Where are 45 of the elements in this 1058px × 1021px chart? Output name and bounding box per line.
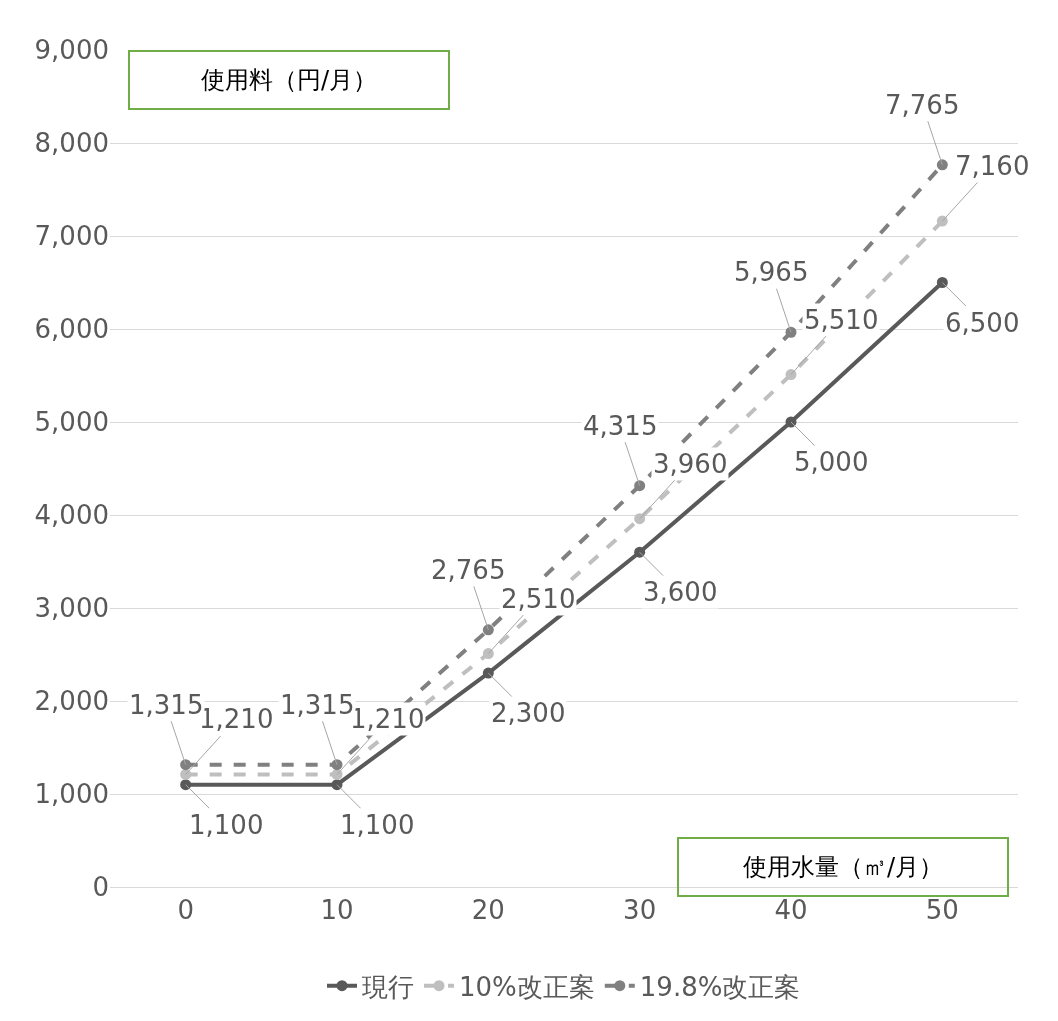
point bbox=[180, 779, 192, 791]
y-tick-label: 0 bbox=[92, 872, 109, 903]
x-tick-label: 30 bbox=[623, 895, 657, 926]
y-tick-label: 9,000 bbox=[34, 35, 109, 66]
x-tick-label: 20 bbox=[471, 895, 505, 926]
point bbox=[180, 759, 192, 771]
point bbox=[634, 480, 646, 492]
data-label: 1,315 bbox=[280, 690, 355, 720]
legend-label: 19.8%改正案 bbox=[639, 971, 801, 1002]
x-tick-label: 40 bbox=[774, 895, 808, 926]
y-tick-label: 8,000 bbox=[34, 128, 109, 159]
point bbox=[634, 546, 646, 558]
data-label: 3,960 bbox=[653, 449, 728, 479]
data-label: 7,160 bbox=[955, 151, 1030, 181]
point bbox=[936, 215, 948, 227]
data-label: 5,965 bbox=[734, 257, 809, 287]
data-label: 1,315 bbox=[129, 690, 204, 720]
point bbox=[634, 513, 646, 525]
data-label: 2,300 bbox=[491, 698, 566, 728]
data-label: 6,500 bbox=[945, 308, 1020, 338]
y-tick-label: 3,000 bbox=[34, 593, 109, 624]
legend-label: 10%改正案 bbox=[459, 971, 595, 1002]
data-label: 5,510 bbox=[804, 305, 879, 335]
data-label: 2,510 bbox=[501, 584, 576, 614]
point bbox=[482, 648, 494, 660]
x-tick-label: 10 bbox=[320, 895, 354, 926]
y-tick-label: 7,000 bbox=[34, 221, 109, 252]
y-tick-label: 1,000 bbox=[34, 779, 109, 810]
point bbox=[936, 277, 948, 288]
data-label: 7,765 bbox=[885, 90, 960, 120]
y-axis-title: 使用料（円/月） bbox=[200, 66, 378, 94]
x-tick-label: 50 bbox=[925, 895, 959, 926]
x-axis-title: 使用水量（㎥/月） bbox=[742, 853, 944, 881]
data-label: 1,100 bbox=[189, 810, 264, 840]
y-tick-label: 4,000 bbox=[34, 500, 109, 531]
y-tick-label: 6,000 bbox=[34, 314, 109, 345]
data-label: 2,765 bbox=[431, 555, 506, 585]
y-tick-label: 5,000 bbox=[34, 407, 109, 438]
x-tick-label: 0 bbox=[177, 895, 194, 926]
y-tick-label: 2,000 bbox=[34, 686, 109, 717]
data-label: 1,100 bbox=[340, 810, 415, 840]
data-label: 3,600 bbox=[643, 577, 718, 607]
data-label: 5,000 bbox=[794, 447, 869, 477]
data-label: 4,315 bbox=[583, 411, 658, 441]
legend-label: 現行 bbox=[362, 971, 414, 1002]
